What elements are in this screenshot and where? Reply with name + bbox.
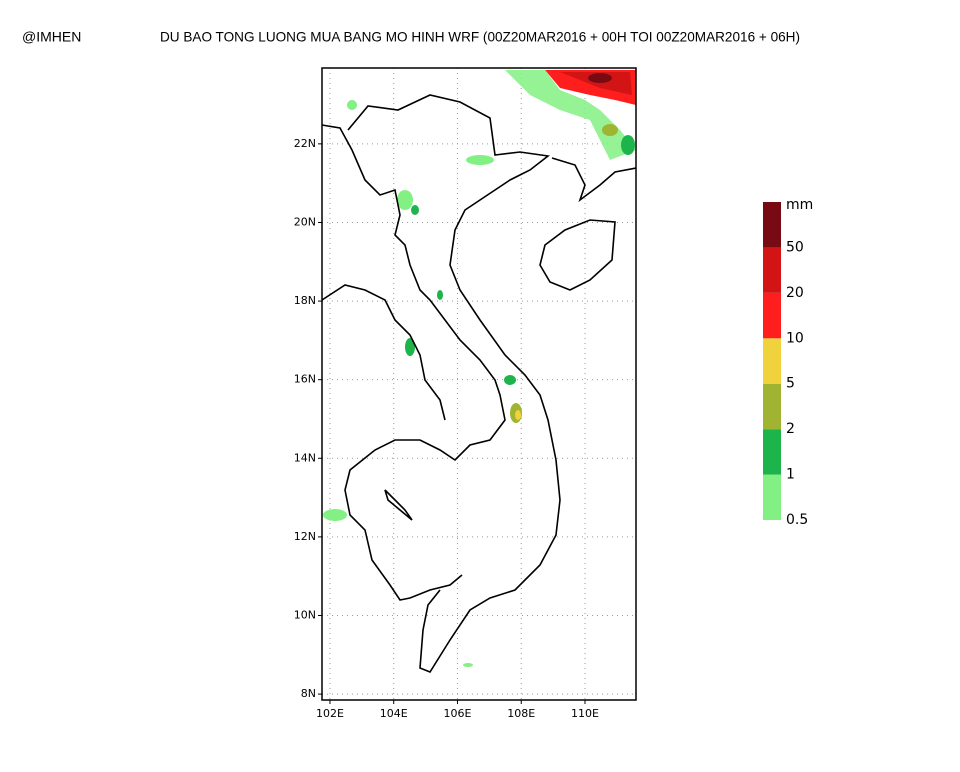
legend-unit: mm xyxy=(786,197,813,213)
legend-swatch xyxy=(763,292,781,339)
legend-label: 0.5 xyxy=(786,512,808,528)
legend-label: 2 xyxy=(786,421,795,437)
x-tick-label: 102E xyxy=(316,707,344,720)
legend-swatch xyxy=(763,202,781,248)
legend: 0.5 1 2 5 10 20 50 mm xyxy=(763,197,813,528)
rain-areas xyxy=(323,70,636,667)
x-tick-label: 104E xyxy=(380,707,408,720)
y-tick-label: 12N xyxy=(294,530,316,543)
legend-swatch xyxy=(763,474,781,520)
y-tick-label: 16N xyxy=(294,373,316,386)
y-tick-label: 10N xyxy=(294,608,316,621)
title: DU BAO TONG LUONG MUA BANG MO HINH WRF (… xyxy=(160,29,800,45)
legend-swatch xyxy=(763,247,781,293)
legend-swatch xyxy=(763,338,781,384)
legend-label: 20 xyxy=(786,285,804,301)
x-tick-label: 110E xyxy=(571,707,599,720)
credit: @IMHEN xyxy=(22,29,81,45)
legend-label: 50 xyxy=(786,239,804,255)
y-tick-label: 14N xyxy=(294,451,316,464)
x-tick-label: 108E xyxy=(507,707,535,720)
legend-swatch xyxy=(763,383,781,430)
legend-label: 1 xyxy=(786,467,795,483)
y-tick-label: 18N xyxy=(294,294,316,307)
legend-label: 5 xyxy=(786,376,795,392)
y-tick-label: 22N xyxy=(294,137,316,150)
grid xyxy=(322,68,636,700)
legend-swatch xyxy=(763,429,781,475)
y-tick-label: 20N xyxy=(294,215,316,228)
x-tick-label: 106E xyxy=(444,707,472,720)
y-tick-label: 8N xyxy=(301,687,316,700)
coastlines xyxy=(321,94,637,673)
legend-label: 10 xyxy=(786,330,804,346)
map-frame xyxy=(321,67,637,701)
